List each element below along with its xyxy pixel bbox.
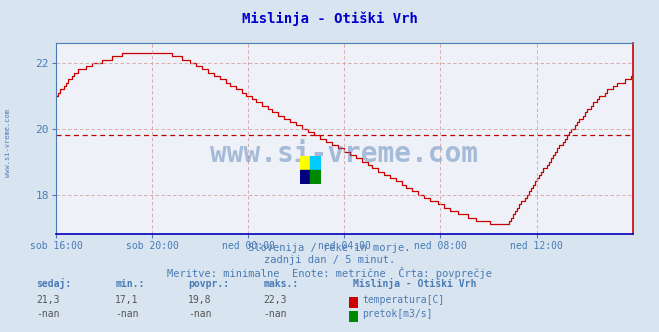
Text: www.si-vreme.com: www.si-vreme.com [210,140,478,168]
Text: Meritve: minimalne  Enote: metrične  Črta: povprečje: Meritve: minimalne Enote: metrične Črta:… [167,267,492,279]
Text: povpr.:: povpr.: [188,279,229,289]
Text: zadnji dan / 5 minut.: zadnji dan / 5 minut. [264,255,395,265]
Text: -nan: -nan [188,309,212,319]
Text: Mislinja - Otiški Vrh: Mislinja - Otiški Vrh [242,12,417,26]
Text: 21,3: 21,3 [36,295,60,305]
Text: Mislinja - Otiški Vrh: Mislinja - Otiški Vrh [353,278,476,289]
Text: 22,3: 22,3 [264,295,287,305]
Text: sedaj:: sedaj: [36,278,71,289]
Bar [300,156,310,170]
Text: -nan: -nan [264,309,287,319]
Text: maks.:: maks.: [264,279,299,289]
Text: -nan: -nan [115,309,139,319]
Text: Slovenija / reke in morje.: Slovenija / reke in morje. [248,243,411,253]
Text: min.:: min.: [115,279,145,289]
Text: 17,1: 17,1 [115,295,139,305]
Text: temperatura[C]: temperatura[C] [362,295,445,305]
Bar [310,156,321,170]
Bar [310,170,321,184]
Text: www.si-vreme.com: www.si-vreme.com [5,109,11,177]
Text: pretok[m3/s]: pretok[m3/s] [362,309,433,319]
Text: 19,8: 19,8 [188,295,212,305]
Bar [300,170,310,184]
Text: -nan: -nan [36,309,60,319]
